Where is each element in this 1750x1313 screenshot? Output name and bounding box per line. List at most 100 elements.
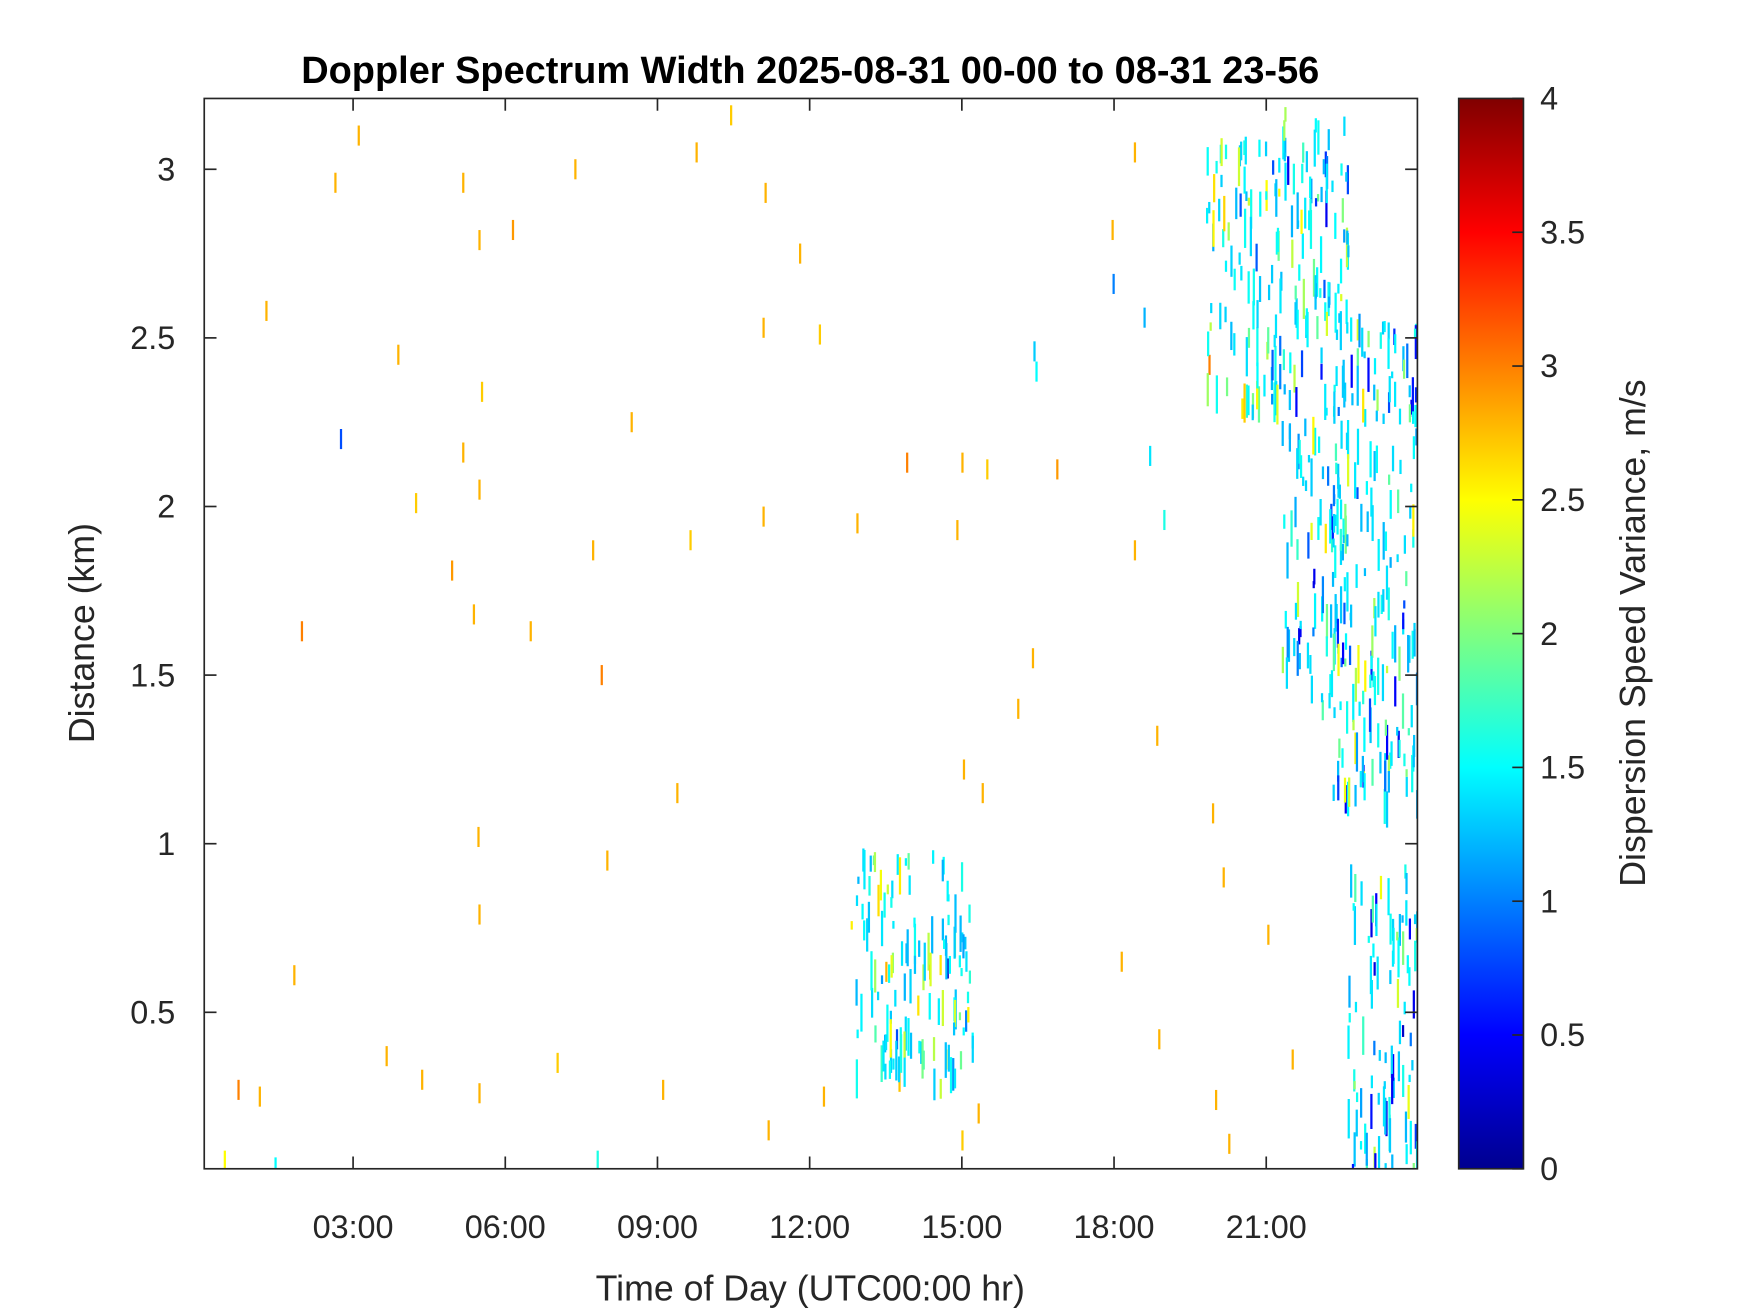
echo-region-mark: [1375, 903, 1378, 937]
echo-region-mark: [909, 1032, 913, 1059]
echo-region-mark: [1282, 126, 1285, 160]
echo-region-mark: [1340, 657, 1343, 668]
echo-region-mark: [900, 941, 904, 966]
echo-region-mark: [1325, 407, 1328, 416]
echo-region-mark: [1225, 377, 1229, 397]
echo-point: [472, 604, 476, 625]
echo-point: [1214, 1089, 1218, 1111]
echo-region-mark: [1351, 1163, 1355, 1169]
echo-region-mark: [1320, 693, 1324, 703]
echo-point: [762, 506, 765, 527]
echo-region-mark: [1414, 1123, 1417, 1149]
echo-region-mark: [1310, 458, 1313, 497]
echo-region-mark: [1415, 928, 1418, 941]
echo-region-mark: [1294, 285, 1297, 300]
echo-region-mark: [1284, 137, 1287, 158]
echo-region-mark: [1332, 784, 1335, 801]
echo-region-mark: [1348, 1013, 1351, 1023]
echo-region-mark: [1383, 1081, 1386, 1089]
echo-point: [1208, 354, 1211, 375]
echo-region-mark: [1339, 528, 1342, 551]
echo-region-mark: [1408, 967, 1411, 986]
echo-point: [1149, 445, 1152, 466]
echo-region-mark: [952, 1058, 955, 1091]
plot-area: [204, 98, 1418, 1169]
echo-region-mark: [1391, 1154, 1394, 1169]
echo-region-mark: [1271, 349, 1274, 381]
echo-point: [799, 243, 802, 264]
echo-region-mark: [958, 955, 961, 968]
echo-region-mark: [1213, 174, 1216, 203]
echo-region-mark: [1388, 376, 1391, 403]
echo-region-mark: [1331, 571, 1335, 587]
y-tick-label: 0.5: [130, 994, 175, 1030]
echo-region-mark: [1338, 738, 1341, 758]
echo-region-mark: [1219, 302, 1222, 330]
echo-region-mark: [1247, 197, 1250, 206]
echo-region-mark: [1382, 522, 1385, 560]
x-tick-label: 15:00: [921, 1209, 1002, 1245]
echo-region-mark: [1394, 625, 1397, 663]
echo-region-mark: [1233, 333, 1236, 356]
echo-region-mark: [1406, 955, 1409, 974]
echo-region-mark: [1367, 935, 1370, 943]
echo-region-mark: [1354, 784, 1357, 807]
echo-region-mark: [1301, 163, 1304, 184]
echo-region-mark: [1307, 532, 1310, 559]
echo-region-mark: [1335, 462, 1338, 475]
echo-region-mark: [1392, 927, 1395, 964]
echo-region-mark: [1346, 230, 1349, 245]
echo-region-mark: [1337, 463, 1340, 489]
echo-point: [1031, 648, 1035, 669]
echo-region-mark: [1388, 1096, 1391, 1131]
echo-region-mark: [932, 850, 935, 864]
echo-region-mark: [1397, 489, 1400, 514]
echo-point: [574, 159, 577, 180]
echo-region-mark: [1396, 554, 1399, 563]
echo-region-mark: [1323, 279, 1326, 299]
echo-region-mark: [922, 1050, 925, 1070]
echo-region-mark: [1343, 229, 1346, 243]
echo-region-mark: [1333, 707, 1336, 719]
echo-region-mark: [944, 1042, 947, 1078]
echo-region-mark: [1371, 625, 1374, 658]
echo-region-mark: [1389, 557, 1392, 568]
echo-region-mark: [1220, 138, 1223, 167]
echo-region-mark: [941, 918, 944, 941]
echo-region-mark: [1343, 382, 1347, 402]
echo-region-mark: [1321, 700, 1324, 721]
echo-region-mark: [1317, 436, 1321, 453]
echo-region-mark: [1413, 622, 1416, 631]
echo-region-mark: [1255, 243, 1258, 272]
echo-region-mark: [1348, 777, 1351, 807]
echo-region-mark: [1325, 190, 1328, 228]
echo-region-mark: [1370, 487, 1373, 517]
echo-region-mark: [1344, 515, 1347, 554]
echo-region-mark: [1281, 646, 1284, 674]
echo-region-mark: [1353, 1081, 1356, 1090]
echo-region-mark: [1291, 239, 1294, 268]
echo-region-mark: [1314, 294, 1317, 310]
echo-region-mark: [1325, 603, 1329, 639]
echo-region-mark: [1224, 306, 1227, 323]
echo-region-mark: [1245, 337, 1248, 377]
echo-region-mark: [1377, 538, 1380, 571]
echo-region-mark: [1296, 448, 1299, 479]
echo-region-mark: [1296, 581, 1300, 617]
echo-region-mark: [868, 876, 871, 896]
echo-region-mark: [1396, 979, 1400, 1008]
echo-region-mark: [1339, 311, 1342, 351]
echo-region-mark: [1343, 777, 1347, 803]
echo-region-mark: [907, 1018, 910, 1056]
echo-region-mark: [1399, 459, 1402, 475]
echo-region-mark: [1252, 301, 1255, 330]
echo-region-mark: [1391, 445, 1395, 472]
echo-point: [339, 429, 343, 450]
echo-region-mark: [1312, 258, 1316, 297]
echo-region-mark: [1385, 665, 1389, 674]
echo-region-mark: [1287, 156, 1290, 185]
echo-region-mark: [1337, 760, 1340, 782]
echo-point: [223, 1150, 226, 1169]
echo-region-mark: [1397, 1051, 1401, 1082]
echo-region-mark: [1388, 1118, 1392, 1153]
